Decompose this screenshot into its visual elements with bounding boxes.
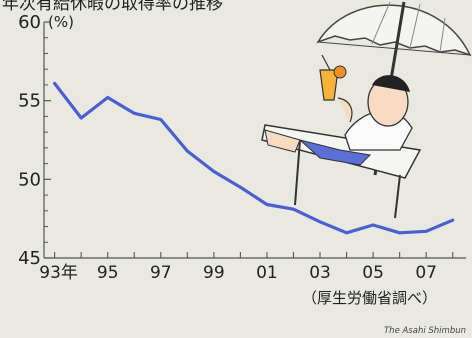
title-fragment: 年次有給休暇の取得率の推移: [2, 0, 223, 14]
data-point: [318, 220, 322, 224]
data-point: [79, 116, 83, 120]
x-tick-label: 07: [415, 263, 437, 283]
x-tick-label: 99: [203, 263, 225, 283]
beach-chair-illustration-icon: [261, 1, 472, 219]
x-tick-label: 01: [256, 263, 278, 283]
data-point: [345, 231, 348, 235]
data-point: [424, 229, 428, 233]
y-tick-label: 55: [18, 91, 41, 112]
series-line: [53, 81, 455, 235]
y-tick-label: 45: [18, 248, 41, 269]
x-tick-label: 97: [150, 263, 172, 283]
data-point: [185, 149, 189, 153]
x-ticks: 93年 95 97 99 01 03 05 07: [39, 252, 454, 283]
data-point: [53, 81, 57, 85]
data-point: [159, 118, 163, 121]
data-point: [132, 111, 136, 115]
x-tick-label: 03: [309, 263, 331, 283]
data-point: [292, 207, 295, 211]
y-axis-label: (%): [48, 13, 74, 31]
source-note: （厚生労働省調べ）: [302, 289, 437, 307]
data-point: [451, 218, 455, 222]
x-tick-label: 93年: [39, 263, 78, 283]
y-tick-label: 50: [18, 169, 41, 190]
credit-text: The Asahi Shimbun: [384, 326, 466, 336]
data-points: [53, 81, 455, 235]
data-point: [106, 96, 110, 99]
data-point: [265, 203, 269, 206]
x-tick-label: 05: [362, 263, 384, 283]
x-tick-label: 95: [97, 263, 119, 283]
data-point: [212, 170, 216, 173]
data-point: [398, 231, 402, 235]
y-tick-label: 60: [18, 12, 41, 33]
y-ticks: 45 50 55 60: [18, 12, 51, 269]
data-point: [371, 223, 375, 227]
data-point: [239, 185, 242, 189]
